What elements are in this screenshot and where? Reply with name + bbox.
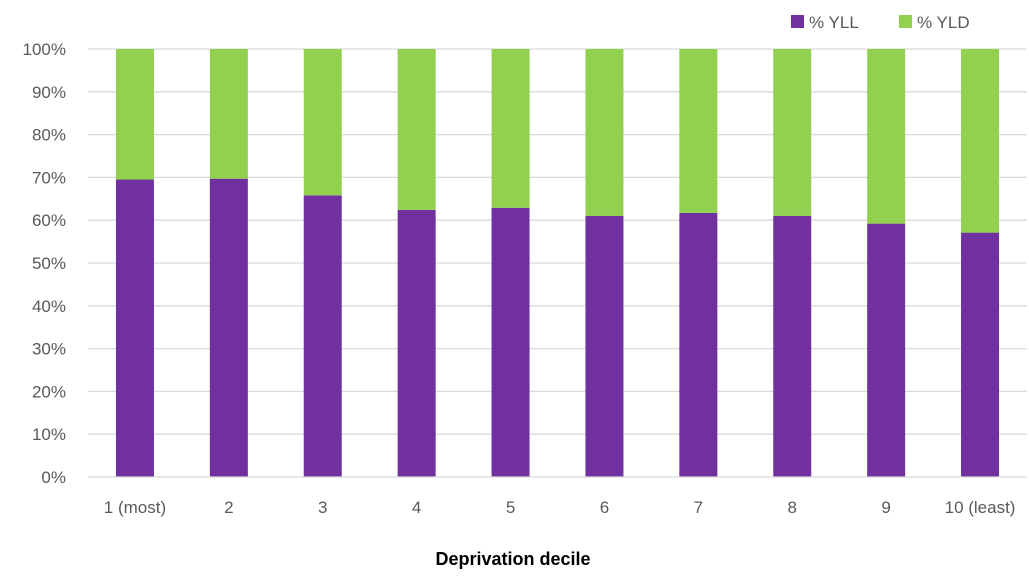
y-tick-label: 30% (32, 340, 66, 359)
y-tick-label: 40% (32, 297, 66, 316)
bar-segment-yll (585, 215, 624, 478)
x-tick-label: 9 (881, 498, 890, 517)
x-tick-label: 5 (506, 498, 515, 517)
bar-segment-yld (491, 49, 530, 208)
bar-segment-yll (773, 215, 812, 478)
y-tick-label: 60% (32, 211, 66, 230)
y-tick-label: 80% (32, 126, 66, 145)
legend-swatch-yld (899, 15, 912, 28)
bar-segment-yll (961, 232, 1000, 477)
bar-segment-yll (867, 223, 906, 477)
bar-segment-yld (679, 49, 718, 213)
bars (115, 49, 1000, 478)
bar-segment-yld (397, 49, 436, 210)
bar-segment-yld (773, 49, 812, 216)
y-tick-label: 10% (32, 425, 66, 444)
bar-segment-yll (491, 207, 530, 477)
x-tick-label: 10 (least) (945, 498, 1016, 517)
legend-label-yld: % YLD (917, 13, 970, 32)
x-tick-label: 4 (412, 498, 421, 517)
bar-segment-yll (679, 212, 718, 477)
x-tick-label: 1 (most) (104, 498, 166, 517)
legend: % YLL % YLD (791, 13, 970, 32)
x-tick-label: 6 (600, 498, 609, 517)
y-tick-label: 20% (32, 382, 66, 401)
x-tick-label: 7 (694, 498, 703, 517)
y-tick-label: 50% (32, 254, 66, 273)
bar-segment-yld (209, 49, 248, 179)
legend-label-yll: % YLL (809, 13, 859, 32)
bar-segment-yld (115, 49, 154, 180)
x-tick-label: 8 (788, 498, 797, 517)
y-axis-tick-labels: 0% 10% 20% 30% 40% 50% 60% 70% 80% 90% 100% (23, 40, 66, 487)
legend-swatch-yll (791, 15, 804, 28)
y-tick-label: 70% (32, 168, 66, 187)
x-axis-title: Deprivation decile (435, 549, 590, 569)
y-tick-label: 0% (41, 468, 66, 487)
y-tick-label: 90% (32, 83, 66, 102)
bar-segment-yld (585, 49, 624, 216)
bar-segment-yld (867, 49, 906, 224)
y-tick-label: 100% (23, 40, 66, 59)
x-tick-label: 2 (224, 498, 233, 517)
bar-segment-yll (115, 179, 154, 478)
bar-segment-yll (209, 178, 248, 477)
x-axis-tick-labels: 1 (most) 2 3 4 5 6 7 8 9 10 (least) (104, 498, 1016, 517)
bar-segment-yld (303, 49, 342, 196)
x-tick-label: 3 (318, 498, 327, 517)
bar-segment-yll (303, 195, 342, 477)
bar-segment-yll (397, 209, 436, 478)
bar-segment-yld (961, 49, 1000, 233)
